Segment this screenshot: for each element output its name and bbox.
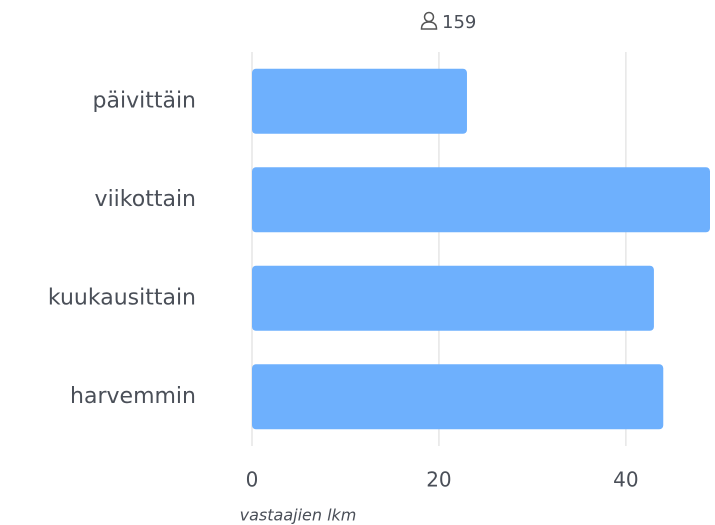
bar — [252, 265, 654, 331]
bar — [252, 364, 664, 430]
y-tick-label: harvemmin — [70, 384, 196, 409]
y-tick-label: päivittäin — [93, 88, 196, 113]
respondents-icon — [420, 11, 438, 30]
respondents-count: 159 — [442, 12, 476, 33]
y-tick-label: kuukausittain — [48, 285, 196, 310]
x-tick-label: 0 — [246, 468, 259, 492]
bar — [252, 68, 467, 134]
y-tick-label: viikottain — [95, 187, 196, 212]
x-axis-label: vastaajien lkm — [240, 506, 357, 525]
bar — [252, 167, 710, 233]
x-tick-label: 20 — [426, 468, 451, 492]
x-tick-label: 40 — [613, 468, 638, 492]
